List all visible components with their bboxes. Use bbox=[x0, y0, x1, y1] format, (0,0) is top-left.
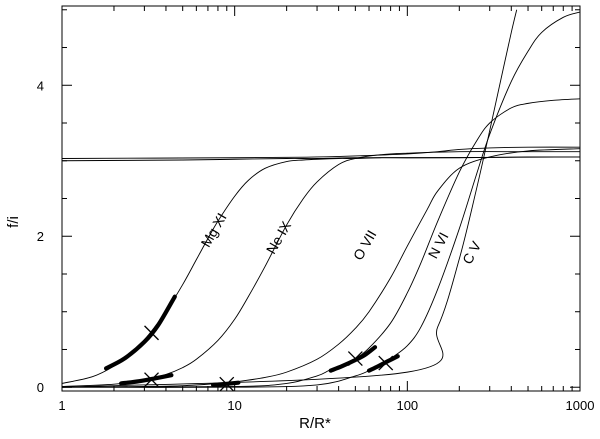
marker-o-vii bbox=[219, 376, 235, 392]
thick-segment-ne-ix bbox=[119, 373, 174, 386]
thick-segment-n-vi bbox=[328, 345, 378, 373]
marker-mg-xi bbox=[144, 325, 159, 341]
series-line-extra-5 bbox=[62, 9, 518, 388]
x-tick-label: 1000 bbox=[566, 398, 595, 413]
x-tick-label: 10 bbox=[227, 398, 241, 413]
y-tick-label: 4 bbox=[37, 78, 44, 93]
marker-c-v bbox=[378, 355, 394, 371]
y-tick-label: 0 bbox=[37, 380, 44, 395]
curve-label-ne-ix: Ne IX bbox=[263, 218, 295, 257]
x-axis-label: R/R* bbox=[299, 415, 331, 432]
x-markers bbox=[144, 325, 394, 392]
series-line-c-v bbox=[62, 11, 580, 388]
series-line-ne-ix bbox=[62, 151, 580, 387]
series-line-extra-6 bbox=[62, 156, 580, 162]
series-line-extra-7 bbox=[62, 146, 580, 159]
marker-ne-ix bbox=[144, 372, 159, 388]
series-lines bbox=[62, 9, 580, 388]
plot-frame bbox=[61, 5, 581, 392]
thick-segments bbox=[103, 294, 400, 388]
series-line-o-vii bbox=[62, 148, 580, 388]
thick-segment-mg-xi bbox=[103, 294, 177, 371]
curve-label-o-vii: O VII bbox=[350, 227, 380, 263]
thick-segment-c-v bbox=[366, 354, 400, 373]
curve-label-n-vi: N VI bbox=[425, 229, 452, 261]
series-line-mg-xi bbox=[62, 156, 580, 384]
curve-label-mg-xi: Mg XI bbox=[197, 210, 229, 250]
y-tick-label: 2 bbox=[37, 229, 44, 244]
curve-label-c-v: C V bbox=[459, 238, 484, 267]
x-tick-label: 100 bbox=[396, 398, 418, 413]
curve-labels: Mg XI Ne IX O VII N VI C V bbox=[197, 210, 484, 267]
marker-n-vi bbox=[347, 351, 363, 366]
y-axis-label: f/i bbox=[5, 216, 22, 228]
axes: 1 10 100 1000 0 2 4 bbox=[37, 5, 595, 413]
x-tick-label: 1 bbox=[58, 398, 65, 413]
